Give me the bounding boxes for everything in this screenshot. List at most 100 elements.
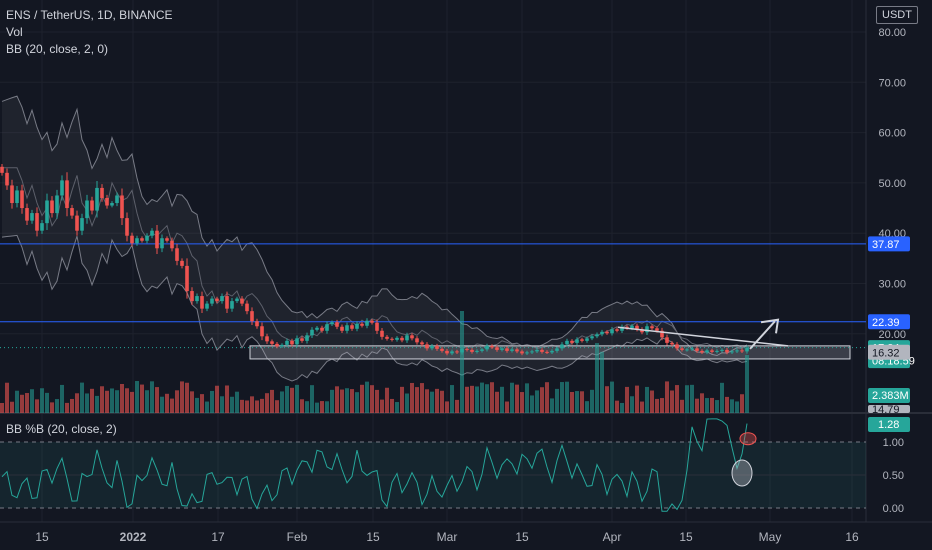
candle-body: [735, 350, 739, 352]
volume-bar: [670, 390, 674, 413]
candle-body: [125, 218, 129, 236]
volume-bar: [55, 399, 59, 413]
candle-body: [680, 348, 684, 350]
volume-bar: [680, 399, 684, 413]
price-axis-label: 20.00: [878, 329, 906, 341]
volume-bar: [370, 385, 374, 413]
volume-bar: [705, 398, 709, 413]
volume-bar: [75, 393, 79, 413]
volume-bar: [130, 391, 134, 413]
candle-body: [620, 326, 624, 331]
candle-body: [580, 339, 584, 341]
candle-body: [205, 303, 209, 309]
volume-bar: [455, 399, 459, 413]
candle-body: [560, 344, 564, 349]
candle-body: [55, 195, 59, 214]
pctb-axis-label: 0.00: [883, 503, 904, 515]
time-axis-label: 15: [679, 530, 693, 544]
candle-body: [175, 248, 179, 261]
volume-bar: [415, 387, 419, 413]
volume-bar: [395, 402, 399, 413]
volume-legend: Vol: [6, 25, 23, 39]
volume-bar: [150, 381, 154, 413]
volume-bar: [60, 384, 64, 413]
volume-bar: [400, 386, 404, 413]
time-axis-label: May: [759, 530, 782, 544]
pctb-axis-label: 0.50: [883, 470, 904, 482]
volume-bar: [260, 398, 264, 413]
volume-bar: [235, 391, 239, 413]
volume-bar: [550, 398, 554, 413]
candle-body: [630, 325, 634, 329]
candle-body: [95, 187, 99, 211]
candle-body: [10, 185, 14, 204]
volume-bar: [205, 401, 209, 413]
volume-bar: [385, 387, 389, 413]
volume-bar: [740, 394, 744, 413]
candle-body: [230, 301, 234, 309]
volume-bar: [615, 400, 619, 413]
candle-body: [490, 345, 494, 348]
volume-bar: [345, 388, 349, 413]
candle-body: [645, 326, 649, 333]
candle-body: [360, 323, 364, 326]
candle-body: [610, 329, 614, 334]
candle-body: [220, 296, 224, 302]
volume-bar: [595, 343, 599, 413]
volume-bar: [500, 386, 504, 413]
currency-badge[interactable]: USDT: [876, 6, 918, 24]
volume-bar: [70, 398, 74, 413]
candle-body: [75, 215, 79, 231]
volume-bar: [505, 401, 509, 413]
volume-bar: [110, 388, 114, 413]
breakout-arrow-head: [760, 318, 780, 334]
volume-bar: [460, 311, 464, 413]
candle-body: [45, 200, 49, 224]
volume-bar: [675, 385, 679, 413]
candle-body: [435, 345, 439, 349]
bollinger-legend: BB (20, close, 2, 0): [6, 42, 109, 56]
downtrend-line: [617, 326, 789, 347]
candle-body: [255, 321, 259, 327]
candle-body: [515, 349, 519, 352]
candle-body: [555, 348, 559, 351]
volume-bar: [280, 391, 284, 413]
candle-body: [70, 208, 74, 216]
volume-bar: [310, 385, 314, 413]
volume-bar: [535, 390, 539, 413]
candle-body: [640, 329, 644, 333]
volume-bar: [100, 386, 104, 413]
candle-body: [370, 320, 374, 323]
volume-bar: [380, 399, 384, 413]
candle-body: [135, 238, 139, 244]
pctb-value-tag-bg: [868, 417, 910, 432]
candle-body: [355, 323, 359, 329]
volume-bar: [210, 390, 214, 413]
volume-bar: [215, 385, 219, 413]
volume-bar: [515, 384, 519, 413]
candle-body: [280, 344, 284, 347]
candle-body: [585, 338, 589, 341]
volume-bar: [495, 391, 499, 413]
candle-body: [160, 238, 164, 249]
volume-bar: [410, 382, 414, 413]
candle-body: [145, 235, 149, 241]
candle-body: [265, 336, 269, 342]
volume-bar: [600, 351, 604, 413]
candle-body: [705, 350, 709, 353]
volume-bar: [320, 401, 324, 413]
candle-body: [240, 298, 244, 304]
volume-bar: [620, 402, 624, 413]
candle-body: [105, 197, 109, 206]
price-tag-22-39: 22.39: [872, 317, 900, 329]
volume-bar: [640, 401, 644, 413]
candle-body: [50, 200, 54, 214]
volume-bar: [45, 392, 49, 413]
candle-body: [325, 324, 329, 331]
volume-bar: [145, 390, 149, 413]
pctb-legend: BB %B (20, close, 2): [6, 422, 117, 436]
candle-body: [15, 190, 19, 204]
candle-body: [410, 335, 414, 339]
volume-bar: [635, 385, 639, 413]
